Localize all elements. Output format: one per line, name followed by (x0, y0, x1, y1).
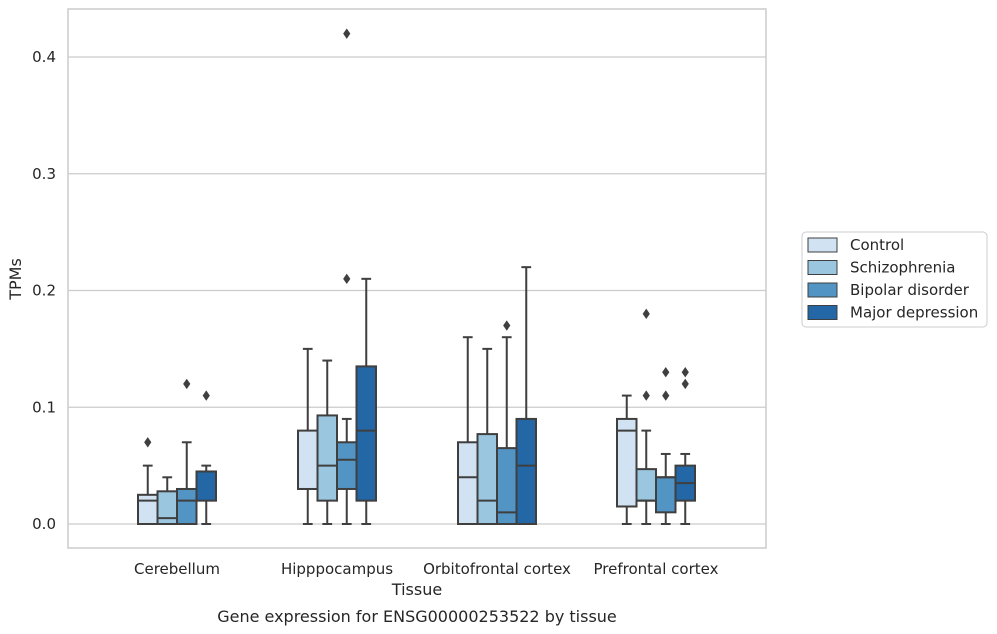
legend-frame (801, 231, 988, 328)
box-body (137, 493, 159, 525)
outlier-point (343, 273, 351, 284)
y-tick-label: 0.0 (32, 515, 56, 533)
box-major-depression (674, 367, 696, 525)
outlier-point (642, 390, 650, 401)
outlier-point (662, 367, 670, 378)
x-tick-label: Prefrontal cortex (594, 560, 719, 578)
box-body (195, 470, 217, 502)
box-bipolar-disorder (336, 28, 358, 525)
outlier-point (662, 390, 670, 401)
box-body (655, 476, 677, 514)
outlier-point (202, 390, 210, 401)
legend-swatch (807, 305, 838, 320)
y-tick-label: 0.1 (32, 398, 56, 416)
outlier-point (503, 320, 511, 331)
box-groups (137, 28, 696, 526)
legend-swatch (807, 282, 838, 298)
box-body (355, 365, 377, 502)
x-tick-labels: Cerebellum Hipppocampus Orbitofrontal cort… (134, 560, 719, 578)
box-body (635, 468, 657, 502)
outlier-point (681, 367, 689, 378)
box-bipolar-disorder (496, 320, 518, 525)
box-major-depression (355, 277, 377, 525)
legend-label: Schizophrenia (850, 259, 955, 277)
box-control (457, 336, 479, 525)
box-schizophrenia (156, 476, 178, 525)
box-body (297, 429, 319, 490)
legend: Control Schizophrenia Bipolar disorder Majo… (801, 231, 988, 328)
box-control (137, 437, 159, 525)
legend-label: Control (850, 236, 904, 254)
box-body (476, 433, 498, 526)
y-tick-labels: 0.0 0.1 0.2 0.3 0.4 (32, 48, 56, 533)
box-schizophrenia (316, 359, 338, 525)
outlier-point (144, 437, 152, 448)
outlier-point (681, 378, 689, 390)
outlier-point (642, 308, 650, 320)
legend-swatch (807, 237, 838, 253)
box-major-depression (195, 390, 217, 525)
box-bipolar-disorder (176, 378, 198, 526)
box-bipolar-disorder (655, 367, 677, 525)
box-body (515, 417, 537, 525)
legend-label: Bipolar disorder (850, 281, 970, 299)
box-control (616, 394, 638, 525)
box-major-depression (515, 266, 537, 525)
outlier-point (183, 378, 191, 390)
box-body (316, 414, 338, 502)
box-body (457, 441, 479, 525)
box-schizophrenia (635, 308, 657, 525)
x-tick-label: Orbitofrontal cortex (423, 560, 571, 578)
chart-caption: Gene expression for ENSG00000253522 by t… (217, 607, 617, 626)
box-body (616, 417, 638, 508)
y-axis-title: TPMs (6, 258, 25, 301)
outlier-point (343, 28, 351, 39)
legend-label: Major depression (850, 304, 978, 322)
y-tick-label: 0.3 (32, 165, 56, 183)
box-control (297, 347, 319, 525)
box-schizophrenia (476, 347, 498, 526)
legend-items: Control Schizophrenia Bipolar disorder Majo… (807, 236, 978, 322)
legend-swatch (807, 260, 838, 275)
y-tick-label: 0.4 (32, 48, 56, 66)
y-tick-label: 0.2 (32, 282, 56, 300)
box-body (176, 487, 198, 526)
x-axis-title: Tissue (391, 580, 442, 599)
x-tick-label: Cerebellum (134, 560, 220, 578)
x-tick-label: Hipppocampus (281, 560, 393, 578)
plot-frame (67, 8, 767, 549)
box-body (336, 441, 358, 490)
